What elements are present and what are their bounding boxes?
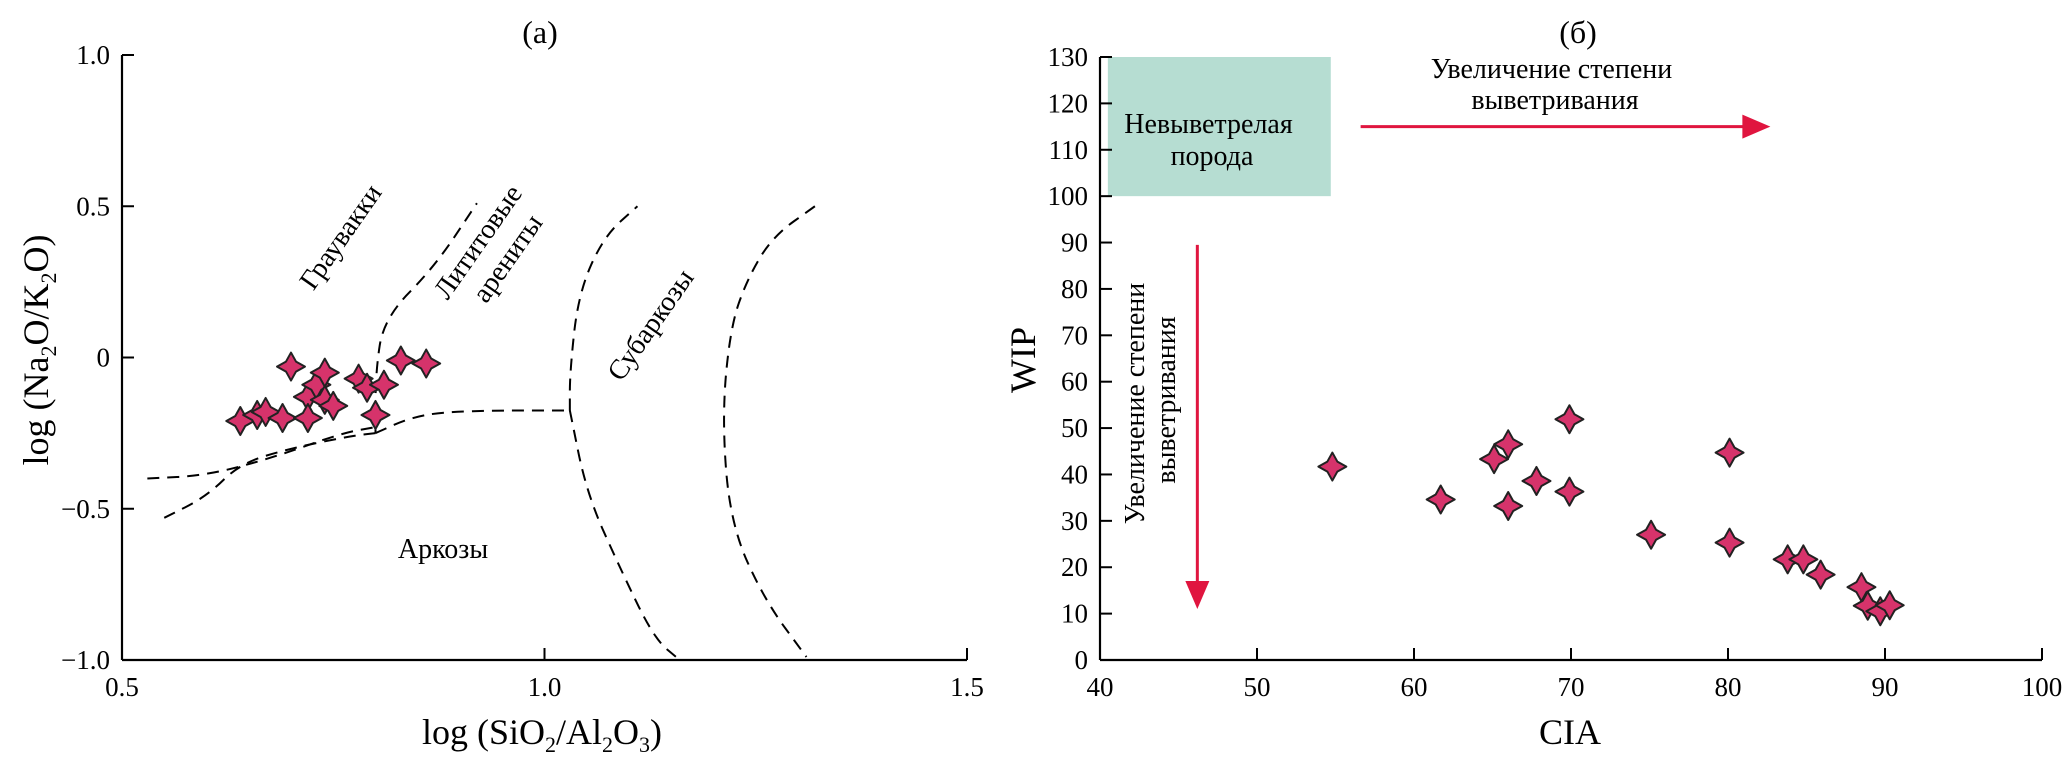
data-point-marker: [1493, 429, 1524, 460]
annotation-line: выветривания: [1471, 85, 1638, 116]
annotation-weathering-down: Увеличение степени выветривания: [1120, 276, 1182, 525]
data-point-marker: [1714, 527, 1745, 558]
y-tick-label: 90: [1061, 228, 1088, 258]
chart-panel-a: (a) 0.5 1.0 1.5 1.0 0.5 0 −0.5 −1.0 Граувакки Л…: [16, 14, 984, 757]
x-axis-title: log (SiO2/Al2O3): [422, 712, 662, 757]
y-tick-label: 110: [1049, 135, 1089, 165]
y-tick-label: 0: [97, 343, 111, 373]
y-tick-label: 0.5: [76, 191, 110, 221]
data-point-marker: [1852, 590, 1883, 621]
x-tick-label: 70: [1558, 672, 1585, 702]
arrow-right-icon: [1360, 114, 1771, 139]
unweathered-rock-label-line: Невыветрелая: [1124, 109, 1293, 140]
x-tick-label: 1.0: [528, 672, 562, 702]
data-point-marker: [292, 403, 323, 433]
boundary-line: [374, 202, 478, 434]
boundary-line: [375, 409, 570, 435]
annotation-line: Увеличение степени: [1431, 54, 1673, 85]
y-tick-label: 70: [1061, 320, 1088, 350]
y-axis-title: log (Na2O/K2O): [16, 235, 61, 466]
panel-a-label: (a): [522, 14, 558, 50]
data-point-marker: [1788, 544, 1819, 575]
data-point-marker: [276, 351, 306, 382]
y-tick-label: 50: [1061, 413, 1088, 443]
y-tick-label: 40: [1061, 459, 1088, 489]
y-tick-label: 120: [1048, 88, 1089, 118]
data-point-marker: [1493, 491, 1524, 522]
unweathered-rock-label-line: порода: [1171, 141, 1254, 172]
x-tick-label: 100: [2022, 672, 2063, 702]
region-label-arkose: Аркозы: [398, 534, 488, 565]
y-tick-label: 60: [1061, 367, 1088, 397]
data-point-marker: [1317, 451, 1348, 482]
annotation-line: Увеличение степени: [1120, 283, 1151, 525]
data-point-marker: [1554, 404, 1585, 435]
data-point-marker: [1714, 437, 1745, 468]
boundary-line: [568, 410, 681, 661]
data-point-marker: [1554, 476, 1585, 507]
data-point-marker: [368, 369, 399, 400]
data-point-marker: [1479, 444, 1510, 475]
x-tick-label: 1.5: [950, 672, 984, 702]
y-tick-label: −0.5: [61, 494, 110, 524]
data-point-marker: [1805, 559, 1836, 590]
y-axis-title: WIP: [1003, 327, 1043, 393]
chart-panel-b: (б) Невыветрелая порода 40 50 60 70 80 90 100 0…: [1003, 14, 2062, 752]
arrow-head: [1742, 114, 1771, 139]
data-point-marker: [1521, 465, 1552, 496]
x-axis-title: CIA: [1539, 712, 1601, 752]
annotation-weathering-right: Увеличение степени выветривания: [1431, 54, 1680, 116]
region-label-graywacke: Граувакки: [294, 179, 389, 296]
data-point-marker: [318, 390, 349, 421]
data-points: [1317, 404, 1905, 627]
unweathered-rock-label: Невыветрелая порода: [1124, 109, 1299, 172]
y-tick-label: 10: [1061, 599, 1088, 629]
y-tick-label: 1.0: [76, 40, 110, 70]
x-tick-label: 90: [1872, 672, 1899, 702]
arrow-head: [1185, 580, 1210, 609]
region-label-lithic-arenites: Лититовые арениты: [428, 174, 560, 325]
y-tick-label: 20: [1061, 552, 1088, 582]
y-tick-label: −1.0: [61, 645, 110, 675]
data-point-marker: [1425, 484, 1456, 515]
y-tick-label: 100: [1048, 181, 1089, 211]
x-tick-label: 60: [1401, 672, 1428, 702]
boundary-line: [163, 432, 376, 519]
arrow-down-icon: [1185, 244, 1210, 609]
y-tick-label: 0: [1075, 645, 1089, 675]
data-point-marker: [1874, 590, 1905, 621]
region-label-subarkose: Субаркозы: [602, 264, 701, 387]
data-points: [225, 345, 442, 437]
tick-marks: 0.5 1.0 1.5 1.0 0.5 0 −0.5 −1.0: [61, 40, 984, 702]
data-point-marker: [267, 403, 298, 433]
tick-marks: 40 50 60 70 80 90 100 0 10 20 30 40 50 60 70 80 90 100 110…: [1048, 42, 2063, 702]
annotation-line: выветривания: [1151, 316, 1182, 483]
panel-b-label: (б): [1559, 14, 1597, 50]
data-point-marker: [250, 396, 281, 427]
x-tick-label: 0.5: [105, 672, 139, 702]
x-tick-label: 80: [1715, 672, 1742, 702]
y-tick-label: 30: [1061, 506, 1088, 536]
data-point-marker: [411, 348, 442, 379]
y-tick-label: 80: [1061, 274, 1088, 304]
y-tick-label: 130: [1048, 42, 1089, 72]
boundary-line: [723, 205, 816, 658]
x-tick-label: 50: [1244, 672, 1271, 702]
unweathered-rock-box: [1107, 57, 1331, 197]
boundary-line: [568, 205, 639, 411]
data-point-marker: [385, 345, 416, 376]
boundary-line: [147, 426, 376, 480]
data-point-marker: [1636, 519, 1667, 550]
boundary-lines: [147, 202, 816, 661]
data-point-marker: [360, 399, 391, 430]
x-tick-label: 40: [1087, 672, 1114, 702]
